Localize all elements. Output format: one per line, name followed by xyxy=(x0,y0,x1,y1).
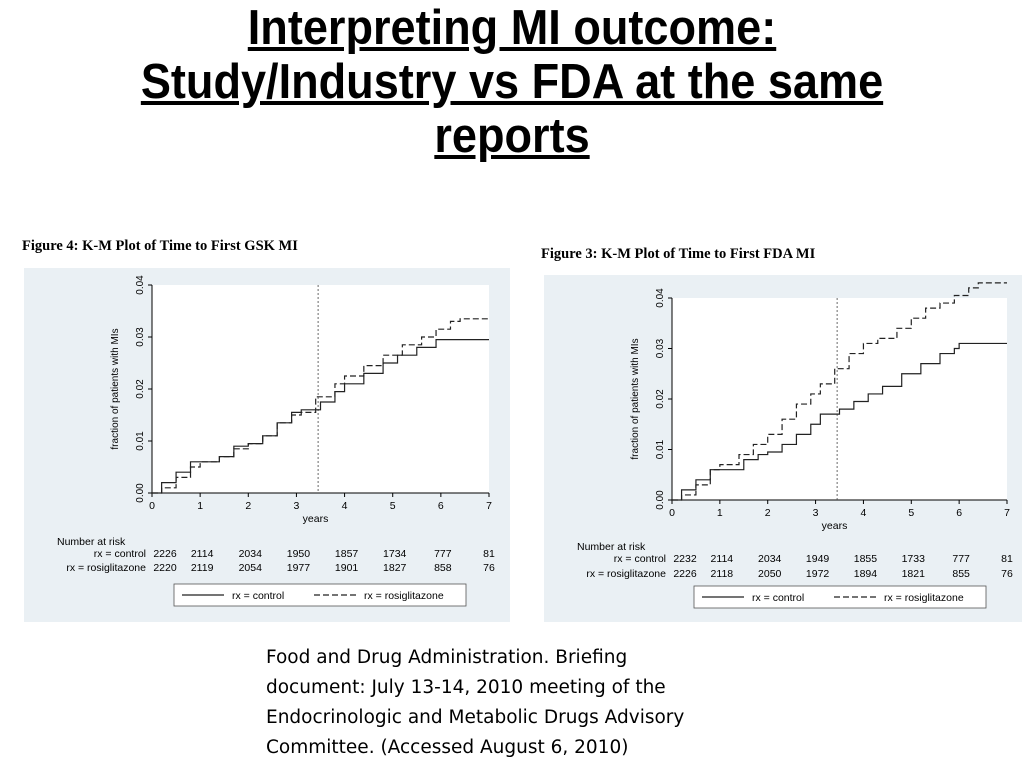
chart-panel-gsk: 0.00 0.01 0.02 0.03 0.04 fraction of patients… xyxy=(24,268,510,622)
risk-value: 76 xyxy=(1001,568,1013,580)
title-line: Interpreting MI outcome: xyxy=(247,1,777,55)
y-axis-label: fraction of patients with MIs xyxy=(110,328,121,449)
x-tick-label: 2 xyxy=(765,507,771,519)
x-tick-label: 3 xyxy=(294,500,300,512)
citation-line: Committee. (Accessed August 6, 2010) xyxy=(266,737,629,758)
risk-value: 1950 xyxy=(287,548,311,560)
risk-value: 2114 xyxy=(711,553,734,565)
risk-value: 2114 xyxy=(191,548,214,560)
citation: Food and Drug Administration. Briefing d… xyxy=(266,643,766,763)
risk-value: 1827 xyxy=(383,562,407,574)
figure-title-fda: Figure 3: K-M Plot of Time to First FDA … xyxy=(541,246,816,262)
risk-value: 1977 xyxy=(287,562,311,574)
x-axis-label: years xyxy=(822,520,848,532)
y-axis-label: fraction of patients with MIs xyxy=(630,338,641,459)
risk-value: 1734 xyxy=(383,548,407,560)
risk-row-label: rx = control xyxy=(614,553,666,565)
risk-value: 1949 xyxy=(806,553,830,565)
y-tick-label: 0.02 xyxy=(135,379,146,399)
y-tick-label: 0.02 xyxy=(655,389,666,409)
risk-value: 1901 xyxy=(335,562,359,574)
risk-value: 2034 xyxy=(239,548,263,560)
km-plot-fda: 0.00 0.01 0.02 0.03 0.04 fraction of patients… xyxy=(577,282,1013,609)
risk-value: 855 xyxy=(952,568,970,580)
title-line: reports xyxy=(434,108,590,163)
risk-value: 1857 xyxy=(335,548,359,560)
risk-value: 81 xyxy=(483,548,495,560)
risk-value: 2232 xyxy=(673,553,697,565)
series-line-rosiglitazone xyxy=(672,282,1007,501)
risk-row-label: rx = control xyxy=(94,548,146,560)
risk-value: 2119 xyxy=(191,562,214,574)
citation-line: Food and Drug Administration. Briefing xyxy=(266,647,628,668)
x-tick-label: 2 xyxy=(245,500,251,512)
x-tick-label: 5 xyxy=(390,500,396,512)
citation-line: Endocrinologic and Metabolic Drugs Advis… xyxy=(266,707,685,728)
legend-label-rosiglitazone: rx = rosiglitazone xyxy=(884,592,964,604)
risk-value: 777 xyxy=(952,553,970,565)
legend-label-rosiglitazone: rx = rosiglitazone xyxy=(364,590,444,602)
x-tick-label: 1 xyxy=(717,507,723,519)
risk-value: 1972 xyxy=(806,568,830,580)
series-line-control xyxy=(152,339,489,494)
risk-value: 81 xyxy=(1001,553,1013,565)
chart-panel-fda: 0.00 0.01 0.02 0.03 0.04 fraction of patients… xyxy=(544,275,1022,622)
risk-value: 2118 xyxy=(711,568,734,580)
risk-table-header: Number at risk xyxy=(577,541,646,553)
risk-value: 1855 xyxy=(854,553,878,565)
y-tick-label: 0.00 xyxy=(655,490,666,510)
legend-label-control: rx = control xyxy=(752,592,804,604)
risk-value: 2226 xyxy=(673,568,697,580)
risk-value: 1733 xyxy=(902,553,926,565)
x-tick-label: 1 xyxy=(197,500,203,512)
km-plot-gsk: 0.00 0.01 0.02 0.03 0.04 fraction of patients… xyxy=(57,275,495,607)
x-axis-label: years xyxy=(303,513,329,525)
risk-value: 858 xyxy=(434,562,452,574)
x-tick-label: 7 xyxy=(486,500,492,512)
x-tick-label: 6 xyxy=(956,507,962,519)
slide-title: Interpreting MI outcome: Study/Industry … xyxy=(41,1,983,164)
risk-row-label: rx = rosiglitazone xyxy=(586,568,666,580)
y-tick-label: 0.01 xyxy=(655,439,666,459)
risk-value: 2034 xyxy=(758,553,782,565)
risk-value: 2220 xyxy=(153,562,177,574)
risk-value: 76 xyxy=(483,562,495,574)
x-tick-label: 7 xyxy=(1004,507,1010,519)
risk-value: 1894 xyxy=(854,568,878,580)
series-line-rosiglitazone xyxy=(152,318,489,494)
x-tick-label: 4 xyxy=(342,500,348,512)
risk-value: 777 xyxy=(434,548,452,560)
x-tick-label: 3 xyxy=(813,507,819,519)
x-tick-label: 4 xyxy=(861,507,867,519)
x-tick-label: 6 xyxy=(438,500,444,512)
y-tick-label: 0.03 xyxy=(135,327,146,347)
title-line: Study/Industry vs FDA at the same xyxy=(140,54,884,109)
plot-area xyxy=(152,285,489,493)
x-tick-label: 0 xyxy=(669,507,675,519)
x-tick-label: 0 xyxy=(149,500,155,512)
risk-value: 2054 xyxy=(239,562,263,574)
y-tick-label: 0.04 xyxy=(655,288,666,308)
risk-table-header: Number at risk xyxy=(57,536,126,548)
y-tick-label: 0.03 xyxy=(655,338,666,358)
y-tick-label: 0.00 xyxy=(135,483,146,503)
figure-title-gsk: Figure 4: K-M Plot of Time to First GSK … xyxy=(22,238,298,254)
risk-value: 1821 xyxy=(902,568,926,580)
plot-area xyxy=(672,298,1007,500)
risk-row-label: rx = rosiglitazone xyxy=(66,562,146,574)
y-tick-label: 0.04 xyxy=(135,275,146,295)
legend-label-control: rx = control xyxy=(232,590,284,602)
x-tick-label: 5 xyxy=(908,507,914,519)
y-tick-label: 0.01 xyxy=(135,431,146,451)
risk-value: 2226 xyxy=(153,548,177,560)
citation-line: document: July 13-14, 2010 meeting of th… xyxy=(266,677,666,698)
risk-value: 2050 xyxy=(758,568,782,580)
